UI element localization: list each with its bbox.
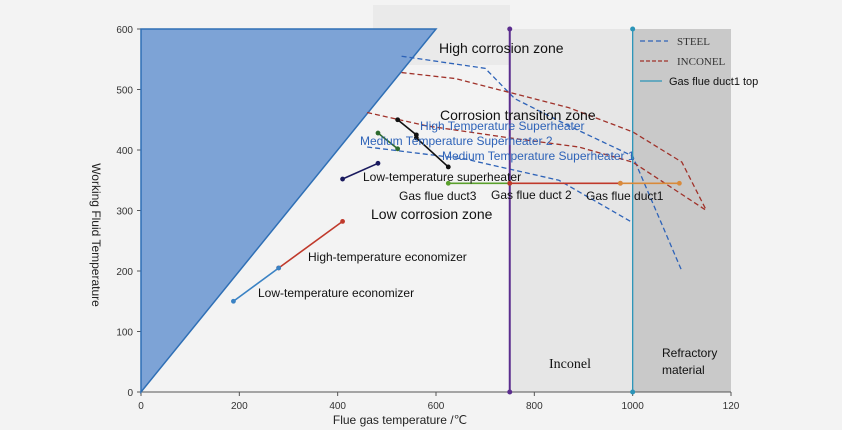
exchanger-high-temperature-economizer-point	[340, 218, 345, 224]
exchanger-medium-temperature-superheater-1-point	[445, 164, 451, 170]
exchanger-low-temperature-superheater-point	[375, 160, 381, 166]
legend-duct1-top: Gas flue duct1 top	[669, 76, 758, 88]
series-steel-line	[367, 146, 633, 224]
x-tick-label: 800	[526, 401, 543, 412]
exchanger-gas-flue-duct1-point	[617, 180, 623, 186]
y-axis-title: Working Fluid Temperature	[89, 163, 103, 307]
legend: STEEL INCONEL Gas flue duct1 top	[640, 36, 758, 88]
series-layer	[367, 26, 707, 395]
y-tick-label: 300	[116, 207, 133, 218]
x-axis-title: Flue gas temperature /℃	[333, 413, 467, 427]
exchanger-medium-temperature-superheater-2-line	[377, 132, 399, 150]
zone-transition-label: Corrosion transition zone	[440, 107, 596, 123]
exchanger-medium-temperature-superheater-2-point	[375, 130, 381, 136]
exchanger-low-temperature-superheater-point	[340, 176, 345, 182]
y-tick-label: 400	[116, 146, 133, 157]
zone-low-label: Low corrosion zone	[371, 206, 493, 222]
series-inconel-line	[401, 71, 707, 211]
x-tick-label: 120	[723, 401, 740, 412]
label-gas-flue-duct1: Gas flue duct1	[586, 189, 664, 203]
exchanger-low-temperature-economizer-line	[232, 267, 280, 302]
series-steel-line	[401, 55, 683, 272]
label-medium-temp-superheater-2: Medium Temperature Superheater 2	[360, 134, 553, 148]
x-tick-label: 400	[329, 401, 346, 412]
y-tick-label: 600	[116, 25, 133, 36]
x-tick-label: 200	[231, 401, 248, 412]
restricted-triangle	[140, 28, 438, 395]
exchanger-medium-temperature-superheater-1-line	[415, 137, 449, 168]
exchanger-low-temperature-economizer-point	[231, 298, 236, 304]
series-inconel-line	[367, 111, 707, 212]
inconel-label: Inconel	[549, 357, 591, 372]
exchanger-high-temperature-economizer-line	[278, 220, 344, 269]
legend-steel: STEEL	[677, 36, 710, 48]
refractory-region	[632, 29, 731, 392]
y-tick-label: 0	[127, 388, 133, 399]
y-tick-label: 500	[116, 86, 133, 97]
refractory-label-1: Refractory	[662, 346, 717, 360]
exchanger-layer	[231, 117, 682, 304]
zone-high-label: High corrosion zone	[439, 40, 564, 56]
x-tick-label: 0	[138, 401, 144, 412]
exchanger-high-temperature-superheater-point	[395, 117, 401, 123]
label-gas-flue-duct2: Gas flue duct 2	[491, 188, 572, 202]
exchanger-low-temperature-economizer-point	[276, 265, 282, 271]
exchanger-medium-temperature-superheater-2-point	[395, 146, 401, 152]
duct1-top-end-marker	[630, 26, 636, 32]
label-low-temp-superheater: Low-temperature superheater	[363, 170, 521, 184]
label-gas-flue-duct3: Gas flue duct3	[399, 189, 477, 203]
x-tick-label: 1000	[622, 401, 645, 412]
refractory-label-2: material	[662, 363, 705, 377]
exchanger-high-temperature-superheater-line	[397, 119, 417, 136]
label-low-temp-economizer: Low-temperature economizer	[258, 286, 414, 300]
y-tick-label: 100	[116, 328, 133, 339]
exchanger-gas-flue-duct3-point	[445, 180, 451, 186]
exchanger-low-temperature-superheater-line	[342, 162, 379, 180]
exchanger-gas-flue-duct-2-point	[507, 180, 513, 186]
exchanger-medium-temperature-superheater-1-point	[413, 135, 419, 141]
x-tick-label: 600	[428, 401, 445, 412]
boundary-end-marker	[507, 26, 513, 32]
label-high-temp-superheater: High Temperature Superheater	[420, 119, 585, 133]
inconel-region	[509, 29, 633, 392]
y-tick-label: 200	[116, 267, 133, 278]
legend-inconel: INCONEL	[677, 56, 726, 68]
boundary-end-marker	[507, 389, 513, 395]
exchanger-gas-flue-duct1-point	[676, 180, 682, 186]
duct1-top-end-marker	[630, 389, 636, 395]
label-medium-temp-superheater-1: Medium Temperature Superheater 1	[442, 149, 635, 163]
label-high-temp-economizer: High-temperature economizer	[308, 250, 467, 264]
